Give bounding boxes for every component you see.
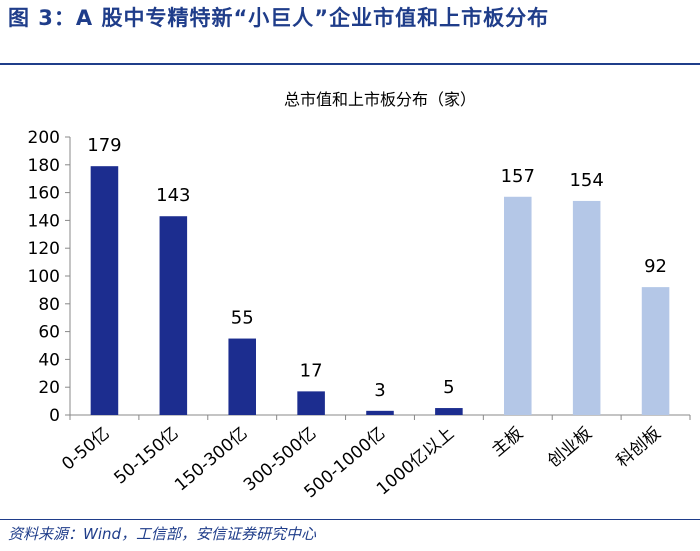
source-note: 资料来源：Wind，工信部，安信证券研究中心 (8, 525, 317, 543)
bars (90, 166, 670, 415)
data-label: 92 (644, 256, 667, 277)
bar-chart: 总市值和上市板分布（家） 179 143 55 17 3 5 157 154 92 0-50亿5… (28, 90, 691, 503)
y-tick-labels: 0 20 40 60 80 100 120 140 160 180 200 (28, 128, 60, 426)
bar-2 (159, 216, 188, 415)
x-tick-label: 150-300亿 (171, 424, 251, 496)
x-tick-label: 创业板 (544, 424, 596, 472)
bar-8 (572, 200, 601, 415)
y-tick-label: 140 (28, 211, 60, 231)
data-label: 3 (374, 380, 385, 401)
source-rule (0, 519, 700, 520)
y-tick-label: 20 (38, 378, 60, 398)
y-tick-label: 80 (38, 295, 60, 315)
y-tick-label: 200 (28, 128, 60, 148)
bar-9 (641, 287, 670, 415)
bar-6 (435, 408, 463, 415)
data-label: 55 (231, 308, 254, 329)
figure-title: 图 3：A 股中专精特新“小巨人”企业市值和上市板分布 (8, 6, 550, 30)
y-tick-label: 160 (28, 184, 60, 204)
title-rule (0, 63, 700, 65)
data-label: 5 (443, 377, 454, 398)
x-tick-label: 科创板 (613, 424, 665, 472)
x-tick-label: 0-50亿 (58, 424, 113, 475)
data-labels: 179 143 55 17 3 5 157 154 92 (87, 135, 667, 401)
x-tick-label: 主板 (488, 424, 527, 461)
data-label: 179 (87, 135, 121, 156)
x-tick-labels: 0-50亿50-150亿150-300亿300-500亿500-1000亿100… (58, 424, 665, 503)
y-tick-label: 40 (38, 350, 60, 370)
data-label: 154 (569, 170, 603, 191)
bar-4 (297, 391, 325, 415)
data-label: 157 (501, 166, 535, 187)
y-tick-label: 60 (38, 323, 60, 343)
data-label: 17 (300, 360, 323, 381)
chart-title: 总市值和上市板分布（家） (284, 90, 476, 109)
bar-5 (366, 410, 394, 415)
y-tick-label: 120 (28, 239, 60, 259)
bar-7 (504, 196, 532, 415)
y-tick-label: 180 (28, 156, 60, 176)
bar-1 (90, 166, 119, 415)
y-tick-label: 100 (28, 267, 60, 287)
data-label: 143 (156, 185, 190, 206)
y-tick-label: 0 (49, 406, 60, 426)
bar-3 (228, 338, 256, 415)
